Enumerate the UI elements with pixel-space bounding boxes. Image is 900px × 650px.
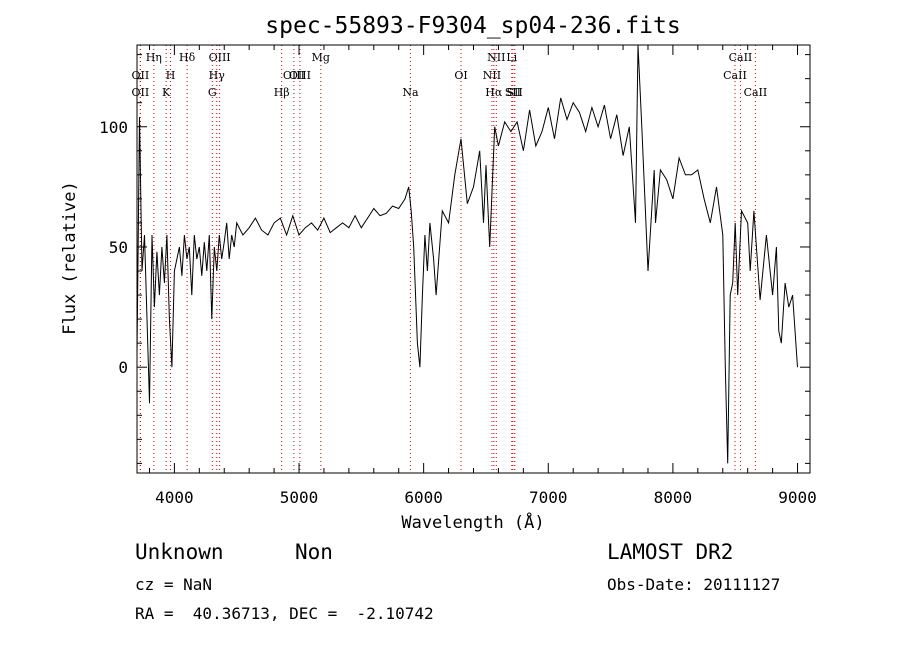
x-tick-label: 4000 <box>155 488 194 507</box>
spectral-line-label: Mg <box>312 51 330 64</box>
spectral-line-label: Li <box>506 51 517 64</box>
x-tick-label: 9000 <box>778 488 817 507</box>
redshift-cz: cz = NaN <box>135 575 213 594</box>
spectral-line-label: NII <box>487 51 505 64</box>
spectral-line-label: Hβ <box>274 86 290 99</box>
spectral-line-label: Hη <box>146 51 162 64</box>
axis-tick-labels: 4000 5000 6000 7000 8000 9000 0 50 100 <box>99 118 817 507</box>
spectral-line-label: OIII <box>289 69 311 82</box>
spectral-line-label: CaII <box>729 51 753 64</box>
sky-coordinates: RA = 40.36713, DEC = -2.10742 <box>135 604 434 623</box>
spectral-line-markers <box>139 45 756 473</box>
spectral-line-label: H <box>166 69 176 82</box>
spectral-line-label: Hγ <box>209 69 226 82</box>
y-tick-label: 100 <box>99 118 128 137</box>
x-tick-label: 5000 <box>280 488 319 507</box>
axis-ticks <box>137 45 810 473</box>
spectral-line-label: G <box>208 86 217 99</box>
object-subclass: Non <box>295 540 333 564</box>
y-axis-label: Flux (relative) <box>60 181 80 335</box>
x-tick-label: 6000 <box>404 488 443 507</box>
spectral-line-label: OIII <box>209 51 231 64</box>
spectral-line-label: OII <box>132 69 150 82</box>
spectral-line-label: OI <box>454 69 467 82</box>
spectral-line-label: SII <box>505 86 521 99</box>
spectral-line-label: SII <box>507 86 523 99</box>
spectral-line-label: Na <box>402 86 419 99</box>
y-tick-label: 0 <box>118 358 128 377</box>
spectrum-series-line <box>136 44 798 464</box>
x-tick-label: 8000 <box>654 488 693 507</box>
y-tick-label: 50 <box>109 238 128 257</box>
spectral-line-label: Hα <box>485 86 503 99</box>
spectral-line-label: CaII <box>723 69 747 82</box>
plot-frame <box>136 44 811 474</box>
spectral-line-label: CaII <box>744 86 768 99</box>
spectral-line-label: OIII <box>283 69 305 82</box>
x-axis-label: Wavelength (Å) <box>401 511 544 533</box>
survey-name: LAMOST DR2 <box>607 540 734 564</box>
chart-title: spec-55893-F9304_sp04-236.fits <box>265 13 680 39</box>
spectral-line-label: Hδ <box>179 51 196 64</box>
spectral-line-label: NII <box>483 69 501 82</box>
object-class: Unknown <box>135 540 224 564</box>
x-tick-label: 7000 <box>529 488 568 507</box>
spectral-line-label: OII <box>132 86 150 99</box>
observation-date: Obs-Date: 20111127 <box>607 575 781 594</box>
spectral-line-label: K <box>162 86 171 99</box>
